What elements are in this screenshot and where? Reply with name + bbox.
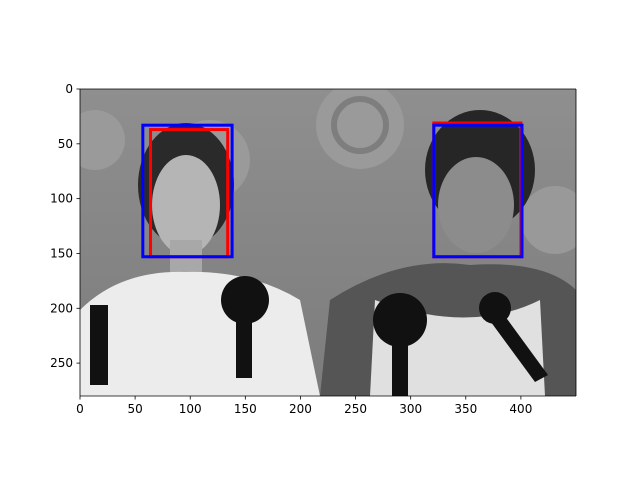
x-tick-label: 50 (127, 402, 142, 416)
x-tick-label: 300 (399, 402, 422, 416)
y-tick-label: 50 (58, 137, 73, 151)
y-tick-label: 100 (50, 192, 73, 206)
x-axis: 0 50 100 150 200 250 300 350 400 (76, 396, 532, 416)
y-tick-label: 250 (50, 356, 73, 370)
x-tick-label: 0 (76, 402, 84, 416)
axes-frame (79, 88, 577, 397)
x-tick-label: 250 (344, 402, 367, 416)
x-tick-label: 400 (509, 402, 532, 416)
y-tick-label: 0 (65, 82, 73, 96)
y-tick-label: 150 (50, 246, 73, 260)
bbox-series1-box1 (432, 123, 524, 259)
x-tick-label: 200 (289, 402, 312, 416)
x-tick-label: 150 (234, 402, 257, 416)
x-tick-label: 100 (179, 402, 202, 416)
bounding-boxes (141, 121, 524, 259)
photo-image (80, 89, 576, 396)
bbox-series1-box0 (141, 123, 234, 259)
y-axis: 0 50 100 150 200 250 (50, 82, 80, 370)
y-tick-label: 200 (50, 301, 73, 315)
x-tick-label: 350 (454, 402, 477, 416)
